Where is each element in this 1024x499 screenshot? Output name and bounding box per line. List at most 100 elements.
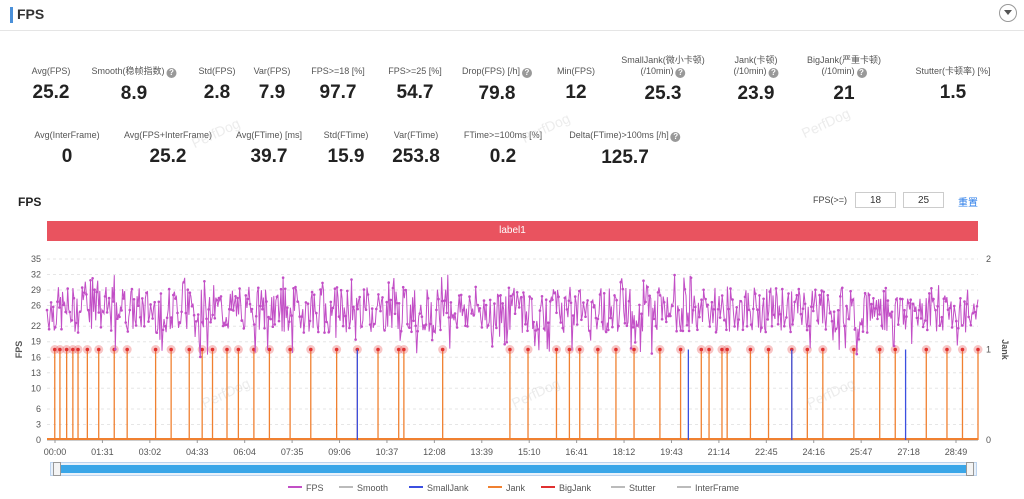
bigjank-marker[interactable] [805,347,810,352]
bigjank-marker[interactable] [821,347,825,352]
slider-left-handle[interactable] [53,462,61,476]
bigjank-marker[interactable] [614,347,618,352]
bigjank-marker[interactable] [924,347,929,352]
fps-point [526,329,529,333]
fps-point [843,324,846,328]
legend-item-smooth[interactable]: Smooth [339,483,388,493]
legend-item-bigjank[interactable]: BigJank [541,483,591,493]
bigjank-marker[interactable] [153,347,158,352]
bigjank-marker[interactable] [334,347,339,352]
y-axis-title: FPS [14,341,24,359]
legend-item-smalljank[interactable]: SmallJank [409,483,469,493]
bigjank-marker[interactable] [678,347,683,352]
bigjank-marker[interactable] [187,347,192,352]
slider-right-handle[interactable] [966,462,974,476]
bigjank-marker[interactable] [748,347,753,352]
fps-point [286,306,289,309]
bigjank-marker[interactable] [567,347,572,352]
legend-item-stutter[interactable]: Stutter [611,483,656,493]
legend-item-jank[interactable]: Jank [488,483,525,493]
bigjank-marker[interactable] [596,347,600,352]
fps-point [532,320,535,324]
bigjank-marker[interactable] [440,347,445,352]
bigjank-marker[interactable] [64,347,69,352]
label-band[interactable]: label1 [47,221,978,241]
fps-point [689,276,693,280]
fps-point [219,295,223,298]
fps-point [410,330,413,334]
fps-point [544,298,548,301]
bigjank-marker[interactable] [508,347,512,352]
bigjank-marker[interactable] [960,347,965,352]
bigjank-marker[interactable] [76,347,80,352]
fps-point [551,298,554,301]
bigjank-marker[interactable] [376,347,380,352]
help-icon[interactable]: ? [522,68,533,78]
bigjank-marker[interactable] [577,347,582,352]
fps-point [758,294,761,297]
bigjank-marker[interactable] [308,347,313,352]
bigjank-marker[interactable] [96,347,101,352]
bigjank-marker[interactable] [658,347,662,352]
fps-point [511,293,515,296]
legend-item-fps[interactable]: FPS [288,483,324,493]
help-icon[interactable]: ? [675,68,686,78]
bigjank-marker[interactable] [71,347,75,352]
bigjank-marker[interactable] [236,347,241,352]
time-range-slider[interactable] [50,462,977,476]
bigjank-marker[interactable] [402,347,406,352]
bigjank-marker[interactable] [877,347,882,352]
fps-point [536,328,540,331]
x-tick-label: 06:04 [233,447,256,457]
fps-filter-low-input[interactable]: 18 [855,192,896,208]
stat-label: SmallJank(微小卡顿) (/10min)? [621,55,705,78]
bigjank-marker[interactable] [225,347,229,352]
collapse-toggle-button[interactable] [999,4,1017,22]
fps-point [474,285,478,289]
bigjank-marker[interactable] [52,347,57,352]
help-icon[interactable]: ? [166,68,177,78]
stat-label-unit: (/10min) [821,66,855,76]
fps-chart[interactable]: 0 3 6 10 13 16 19 22 26 29 32 35 0 1 2 FPS Jank 00:00 01:3… [0,245,1024,460]
bigjank-marker[interactable] [893,347,898,352]
bigjank-marker[interactable] [852,347,856,352]
fps-point [387,281,391,284]
reset-button[interactable]: 重置 [958,198,978,209]
help-icon[interactable]: ? [670,132,681,142]
fps-point [435,308,438,312]
help-icon[interactable]: ? [856,68,867,78]
bigjank-marker[interactable] [725,347,729,352]
bigjank-marker[interactable] [720,347,724,352]
fps-point [756,308,759,311]
help-icon[interactable]: ? [768,68,779,78]
bigjank-marker[interactable] [288,347,292,352]
bigjank-marker[interactable] [976,347,980,352]
bigjank-marker[interactable] [200,347,204,352]
bigjank-marker[interactable] [632,347,636,352]
bigjank-marker[interactable] [85,347,90,352]
bigjank-marker[interactable] [210,347,215,352]
bigjank-marker[interactable] [125,347,129,352]
bigjank-marker[interactable] [526,347,530,352]
bigjank-marker[interactable] [766,347,771,352]
header-accent-bar [10,7,13,23]
stat-label: Jank(卡顿) (/10min)? [733,55,779,78]
fps-point [571,314,575,317]
fps-point [590,300,593,304]
bigjank-marker[interactable] [58,347,62,352]
stat-jank: Jank(卡顿) (/10min)? 23.9 [733,55,779,105]
bigjank-marker[interactable] [554,347,559,352]
bigjank-marker[interactable] [945,347,949,352]
fps-point [393,312,397,316]
bigjank-marker[interactable] [707,347,711,352]
bigjank-marker[interactable] [396,347,401,352]
fps-point [186,288,190,291]
bigjank-marker[interactable] [169,347,173,352]
legend-item-interframe[interactable]: InterFrame [677,483,739,493]
bigjank-marker[interactable] [267,347,272,352]
fps-filter-high-input[interactable]: 25 [903,192,944,208]
fps-point [723,318,726,322]
y-tick-label: 26 [31,301,41,311]
bigjank-marker[interactable] [699,347,704,352]
fps-point [362,288,366,291]
